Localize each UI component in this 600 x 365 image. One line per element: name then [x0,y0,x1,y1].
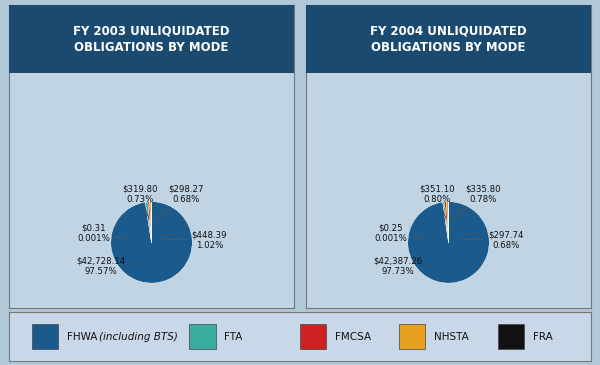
FancyBboxPatch shape [190,324,215,349]
Text: $298.27
0.68%: $298.27 0.68% [156,185,204,219]
Text: $335.80
0.78%: $335.80 0.78% [453,185,501,219]
Text: FRA: FRA [533,332,553,342]
Wedge shape [445,202,449,242]
Text: (in millions): (in millions) [418,45,479,54]
Text: FMCSA: FMCSA [335,332,371,342]
FancyBboxPatch shape [498,324,524,349]
Text: FY 2003 UNLIQUIDATED
OBLIGATIONS BY MODE: FY 2003 UNLIQUIDATED OBLIGATIONS BY MODE [73,24,230,54]
Wedge shape [149,201,151,242]
Text: $297.74
0.68%: $297.74 0.68% [458,231,524,250]
FancyBboxPatch shape [32,324,58,349]
Text: (in millions): (in millions) [121,45,182,54]
Text: $319.80
0.73%: $319.80 0.73% [122,185,158,219]
Wedge shape [148,202,151,242]
Text: $0.31
0.001%: $0.31 0.001% [77,224,128,243]
Text: FY 2004 UNLIQUIDATED
OBLIGATIONS BY MODE: FY 2004 UNLIQUIDATED OBLIGATIONS BY MODE [370,24,527,54]
Text: $42,387.26
97.73%: $42,387.26 97.73% [373,256,431,276]
Text: FTA: FTA [224,332,243,342]
FancyBboxPatch shape [399,324,425,349]
Text: (including BTS): (including BTS) [99,332,178,342]
Wedge shape [111,201,192,283]
Wedge shape [145,202,151,242]
Wedge shape [443,202,449,242]
Text: $448.39
1.02%: $448.39 1.02% [161,231,227,250]
Text: $42,728.14
97.57%: $42,728.14 97.57% [76,256,134,276]
FancyBboxPatch shape [300,324,326,349]
Wedge shape [446,201,449,242]
Text: FHWA: FHWA [67,332,101,342]
Text: $0.25
0.001%: $0.25 0.001% [374,224,425,243]
Text: NHSTA: NHSTA [434,332,469,342]
Wedge shape [408,201,489,283]
Text: $351.10
0.80%: $351.10 0.80% [419,185,455,219]
